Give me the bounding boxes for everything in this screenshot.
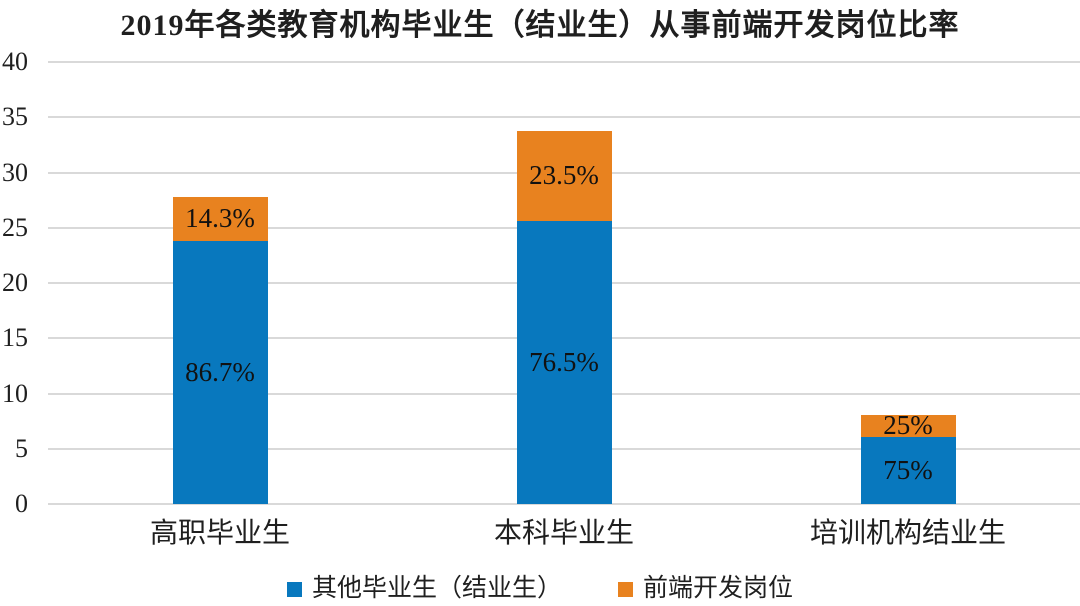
- segment-value-label: 86.7%: [185, 357, 255, 387]
- bar-slot-1: 76.5% 23.5%: [392, 62, 736, 504]
- segment-value-label: 14.3%: [185, 203, 255, 234]
- gridline-35: [48, 116, 1080, 119]
- y-tick-label-0: 0: [15, 489, 28, 518]
- y-tick-label-35: 35: [2, 102, 28, 132]
- segment-value-label: 76.5%: [529, 347, 599, 378]
- bar-segment-series1-cat1: 23.5%: [516, 130, 612, 222]
- y-tick-label-10: 10: [2, 378, 28, 408]
- bar-segment-series1-cat2: 25%: [860, 410, 956, 441]
- bar-segment-series1-cat0: 14.3%: [172, 196, 268, 242]
- legend-label: 前端开发岗位: [643, 575, 794, 602]
- legend-item-1: 前端开发岗位: [618, 575, 793, 603]
- x-category-label-2: 培训机构结业生: [809, 518, 1006, 549]
- legend-swatch-icon: [618, 581, 633, 597]
- y-axis: 0 5 10 15 20 25 30 35 40: [0, 49, 38, 517]
- y-tick-label-20: 20: [2, 268, 28, 297]
- bar-segment-series0-cat1: 76.5%: [516, 221, 612, 504]
- bar-segment-series0-cat2: 75%: [860, 436, 956, 504]
- plot-area: 86.7% 14.3% 76.5% 23.5% 75% 25%: [48, 61, 1080, 505]
- legend-item-0: 其他毕业生（结业生）: [286, 575, 562, 603]
- bar-slot-0: 86.7% 14.3%: [48, 62, 392, 504]
- x-category-label-1: 本科毕业生: [493, 518, 634, 549]
- x-category-label-0: 高职毕业生: [149, 518, 290, 549]
- stacked-bar-2: 75% 25%: [860, 62, 956, 504]
- y-tick-label-25: 25: [2, 212, 28, 242]
- segment-value-label: 25%: [883, 410, 933, 441]
- stacked-bar-0: 86.7% 14.3%: [172, 62, 268, 504]
- x-axis: 高职毕业生 本科毕业生 培训机构结业生: [48, 516, 1080, 556]
- y-tick-label-40: 40: [2, 47, 28, 76]
- segment-value-label: 75%: [883, 454, 933, 485]
- gridline-0: [48, 503, 1080, 505]
- legend: 其他毕业生（结业生） 前端开发岗位: [0, 574, 1080, 604]
- bars-container: 86.7% 14.3% 76.5% 23.5% 75% 25%: [48, 62, 1080, 504]
- stacked-bar-1: 76.5% 23.5%: [516, 62, 612, 504]
- bar-slot-2: 75% 25%: [736, 62, 1080, 504]
- legend-label: 其他毕业生（结业生）: [311, 575, 562, 602]
- segment-value-label: 23.5%: [529, 160, 599, 191]
- legend-swatch-icon: [286, 581, 302, 597]
- y-tick-label-5: 5: [15, 433, 28, 463]
- y-tick-label-15: 15: [2, 323, 28, 353]
- bar-segment-series0-cat0: 86.7%: [172, 241, 268, 504]
- chart-title: 2019年各类教育机构毕业生（结业生）从事前端开发岗位比率: [120, 9, 960, 42]
- gridline-40: [48, 61, 1080, 63]
- y-tick-label-30: 30: [2, 157, 28, 187]
